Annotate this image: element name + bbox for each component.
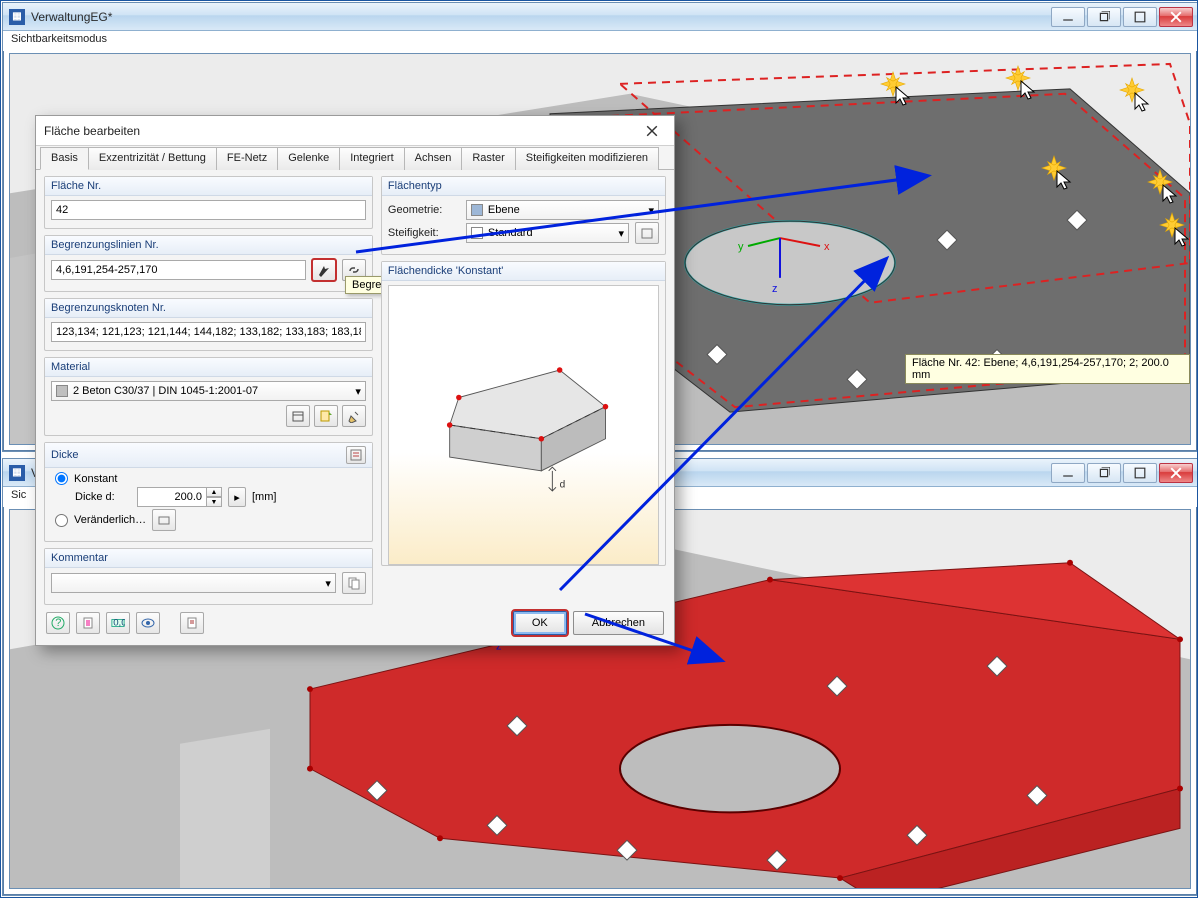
- click-marker: [1146, 168, 1184, 206]
- tab-achsen[interactable]: Achsen: [404, 147, 463, 170]
- group-flaechendicke: Flächendicke 'Konstant' d: [381, 261, 666, 566]
- cancel-button[interactable]: Abbrechen: [573, 611, 664, 635]
- restore-button[interactable]: [1087, 7, 1121, 27]
- kommentar-combo[interactable]: ▾: [51, 573, 336, 593]
- group-begrenzungsknoten: Begrenzungsknoten Nr.: [44, 298, 373, 351]
- material-combo[interactable]: 2 Beton C30/37 | DIN 1045-1:2001-07 ▾: [51, 381, 366, 401]
- dialog-edit-surface: Fläche bearbeiten Basis Exzentrizität / …: [35, 115, 675, 646]
- legend-flaechentyp: Flächentyp: [388, 180, 442, 192]
- click-marker: [1040, 154, 1078, 192]
- svg-text:?: ?: [55, 617, 61, 629]
- dicke-d-label: Dicke d:: [75, 491, 131, 503]
- veraenderlich-label: Veränderlich…: [74, 514, 146, 526]
- app-icon: ▦: [9, 465, 25, 481]
- window-title-top: VerwaltungEG*: [31, 10, 1051, 24]
- dicke-unit: [mm]: [252, 491, 276, 503]
- tab-gelenke[interactable]: Gelenke: [277, 147, 340, 170]
- group-kommentar: Kommentar ▾: [44, 548, 373, 605]
- tab-raster[interactable]: Raster: [461, 147, 515, 170]
- click-marker: [1118, 76, 1156, 114]
- app-icon: ▦: [9, 9, 25, 25]
- maximize-button[interactable]: [1123, 7, 1157, 27]
- click-marker: [1158, 211, 1196, 249]
- legend-material: Material: [51, 361, 90, 373]
- viewport-tooltip: Fläche Nr. 42: Ebene; 4,6,191,254-257,17…: [905, 354, 1190, 384]
- begrenzungslinien-input[interactable]: [51, 260, 306, 280]
- dialog-close-button[interactable]: [638, 120, 666, 142]
- material-lib-button[interactable]: [286, 405, 310, 427]
- svg-text:z: z: [772, 283, 777, 295]
- view-button[interactable]: [136, 612, 160, 634]
- titlebar-top[interactable]: ▦ VerwaltungEG*: [3, 3, 1197, 31]
- dialog-title: Fläche bearbeiten: [44, 124, 638, 138]
- spin-down[interactable]: ▼: [206, 497, 222, 507]
- pick-lines-button[interactable]: [312, 259, 336, 281]
- click-marker: [879, 70, 917, 108]
- group-flaeche-nr: Fläche Nr.: [44, 176, 373, 229]
- legend-dicke: Dicke: [51, 449, 79, 461]
- geometrie-label: Geometrie:: [388, 204, 460, 216]
- konstant-radio[interactable]: [55, 472, 68, 485]
- legend-begrenzungsknoten: Begrenzungsknoten Nr.: [51, 302, 166, 314]
- legend-begrenzungslinien: Begrenzungslinien Nr.: [51, 239, 159, 251]
- report-button[interactable]: [180, 612, 204, 634]
- steifigkeit-label: Steifigkeit:: [388, 227, 460, 239]
- svg-text:y: y: [738, 241, 744, 253]
- tab-basis[interactable]: Basis: [40, 147, 89, 170]
- legend-preview: Flächendicke 'Konstant': [388, 265, 504, 277]
- steifigkeit-combo[interactable]: Standard▾: [466, 223, 629, 243]
- tabstrip: Basis Exzentrizität / Bettung FE-Netz Ge…: [36, 146, 674, 170]
- svg-text:0,00: 0,00: [113, 618, 125, 629]
- group-begrenzungslinien: Begrenzungslinien Nr. Begrenzungslinien …: [44, 235, 373, 292]
- steifigkeit-edit-button[interactable]: [635, 222, 659, 244]
- legend-flaeche-nr: Fläche Nr.: [51, 180, 101, 192]
- status-top: Sichtbarkeitsmodus: [3, 31, 1197, 51]
- flaeche-nr-input[interactable]: [51, 200, 366, 220]
- maximize-button[interactable]: [1123, 463, 1157, 483]
- veraenderlich-edit-button[interactable]: [152, 509, 176, 531]
- begrenzungsknoten-input[interactable]: [51, 322, 366, 342]
- minimize-button[interactable]: [1051, 7, 1085, 27]
- group-dicke: Dicke Konstant Dicke d: ▲▼ ▸ [m: [44, 442, 373, 542]
- dicke-settings-button[interactable]: [346, 446, 366, 464]
- ok-button[interactable]: OK: [513, 611, 567, 635]
- dialog-footer: ? 0,00 OK Abbrechen: [36, 605, 674, 645]
- restore-button[interactable]: [1087, 463, 1121, 483]
- tab-steifigkeiten[interactable]: Steifigkeiten modifizieren: [515, 147, 659, 170]
- dicke-more-button[interactable]: ▸: [228, 487, 246, 507]
- material-edit-button[interactable]: [342, 405, 366, 427]
- spin-up[interactable]: ▲: [206, 487, 222, 497]
- group-flaechentyp: Flächentyp Geometrie: Ebene▾ Steifigkeit…: [381, 176, 666, 255]
- help-button[interactable]: ?: [46, 612, 70, 634]
- dicke-value-spinner[interactable]: ▲▼: [137, 487, 222, 507]
- thickness-preview: d: [388, 285, 659, 565]
- legend-kommentar: Kommentar: [51, 552, 108, 564]
- geometrie-combo[interactable]: Ebene▾: [466, 200, 659, 220]
- material-new-button[interactable]: [314, 405, 338, 427]
- units-button[interactable]: 0,00: [106, 612, 130, 634]
- svg-text:x: x: [824, 241, 830, 253]
- dicke-value-input[interactable]: [137, 487, 207, 507]
- svg-text:d: d: [560, 479, 566, 490]
- tab-fe-netz[interactable]: FE-Netz: [216, 147, 278, 170]
- tab-integriert[interactable]: Integriert: [339, 147, 404, 170]
- click-marker: [1004, 64, 1042, 102]
- close-button[interactable]: [1159, 7, 1193, 27]
- notes-button[interactable]: [76, 612, 100, 634]
- kommentar-pick-button[interactable]: [342, 572, 366, 594]
- group-material: Material 2 Beton C30/37 | DIN 1045-1:200…: [44, 357, 373, 436]
- minimize-button[interactable]: [1051, 463, 1085, 483]
- dialog-titlebar[interactable]: Fläche bearbeiten: [36, 116, 674, 146]
- tab-exzentrizitaet[interactable]: Exzentrizität / Bettung: [88, 147, 217, 170]
- konstant-label: Konstant: [74, 473, 117, 485]
- veraenderlich-radio[interactable]: [55, 514, 68, 527]
- close-button[interactable]: [1159, 463, 1193, 483]
